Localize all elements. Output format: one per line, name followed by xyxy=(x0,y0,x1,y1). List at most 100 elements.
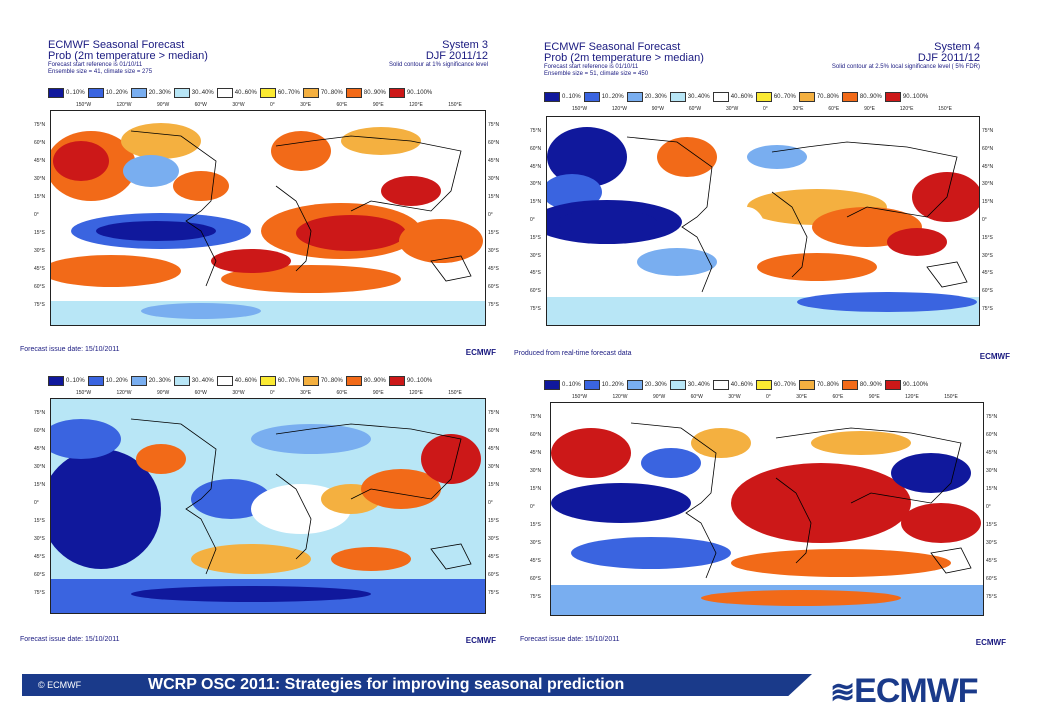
lat-labels-left: 75°N 60°N 45°N 30°N 15°N 0° 15°S 30°S 45°S 60°S 75… xyxy=(530,128,541,312)
lat-tick-label: 30°N xyxy=(982,181,994,188)
legend-swatch xyxy=(173,88,190,98)
lat-tick-label: 45°N xyxy=(530,450,542,456)
lat-tick-label: 75°N xyxy=(982,128,994,134)
lat-labels-left: 75°N 60°N 45°N 30°N 15°N 0° 15°S 30°S 45°S 60°S 75… xyxy=(530,414,541,600)
lat-tick-label: 15°S xyxy=(34,230,45,236)
lat-tick-label: 45°N xyxy=(530,163,542,170)
map-svg xyxy=(547,117,979,325)
lat-tick-label: 75°S xyxy=(986,594,997,600)
legend-label: 80..90% xyxy=(363,90,386,96)
legend-entry: 40..60% xyxy=(712,92,753,102)
lat-tick-label: 30°S xyxy=(34,536,45,542)
lon-tick-label: 90°W xyxy=(156,102,170,108)
panel-header-left: ECMWF Seasonal Forecast Prob (2m tempera… xyxy=(48,40,208,76)
lat-tick-label: 15°S xyxy=(530,522,541,528)
legend-label: 0..10% xyxy=(66,90,85,96)
issue-date: Forecast issue date: 15/10/2011 xyxy=(520,636,620,643)
lat-tick-label: 60°N xyxy=(488,428,500,434)
legend-entry: 90..100% xyxy=(388,88,433,98)
legend-label: 70..80% xyxy=(320,90,343,96)
lon-tick-label: 90°W xyxy=(651,106,665,112)
ecmwf-logo: ≋ECMWF xyxy=(830,672,979,711)
legend-label: 90..100% xyxy=(406,90,433,96)
lat-tick-label: 75°S xyxy=(530,594,541,600)
lat-tick-label: 75°S xyxy=(488,302,499,308)
lat-tick-label: 0° xyxy=(530,216,535,223)
lon-tick-label: 0° xyxy=(766,394,771,400)
legend-swatch xyxy=(388,376,405,386)
lat-tick-label: 45°S xyxy=(982,270,993,277)
legend-entry: 0..10% xyxy=(544,380,581,390)
lat-tick-label: 45°S xyxy=(488,266,499,272)
lat-tick-label: 45°N xyxy=(488,158,500,164)
panel-system4-top: ECMWF Seasonal Forecast Prob (2m tempera… xyxy=(510,34,1024,362)
lat-tick-label: 60°N xyxy=(34,140,46,146)
legend-label: 40..60% xyxy=(234,90,257,96)
legend-swatch xyxy=(48,88,64,98)
lat-tick-label: 75°N xyxy=(530,128,542,134)
legend-entry: 30..40% xyxy=(173,376,214,386)
ecmwf-logo-text: ECMWF xyxy=(854,672,978,710)
legend-entry: 10..20% xyxy=(583,92,624,102)
lat-tick-label: 60°S xyxy=(488,284,499,290)
legend-swatch xyxy=(884,92,901,102)
lon-labels-top: 150°W 120°W 90°W 60°W 30°W 0° 30°E 60°E 90°E 120°… xyxy=(572,394,958,400)
legend-label: 40..60% xyxy=(730,94,753,100)
lat-tick-label: 15°S xyxy=(488,230,499,236)
lat-tick-label: 0° xyxy=(488,500,493,506)
lon-tick-label: 60°E xyxy=(828,106,840,112)
legend-swatch xyxy=(884,380,901,390)
lon-tick-label: 90°W xyxy=(652,394,666,400)
legend-swatch xyxy=(388,88,405,98)
map-svg xyxy=(51,399,485,613)
lon-tick-label: 0° xyxy=(763,106,768,112)
legend-label: 70..80% xyxy=(816,382,839,388)
legend-swatch xyxy=(259,376,276,386)
panel-contour-note: Solid contour at 2.5% local significance… xyxy=(831,64,980,70)
legend-swatch xyxy=(302,88,319,98)
lon-tick-label: 30°E xyxy=(300,390,312,396)
lat-tick-label: 15°N xyxy=(530,486,542,492)
panel-ensemble-size: Ensemble size = 51, climate size = 450 xyxy=(544,71,649,77)
lon-tick-label: 120°W xyxy=(612,394,628,400)
lat-tick-label: 75°N xyxy=(34,122,46,128)
legend-entry: 80..90% xyxy=(345,88,386,98)
lat-tick-label: 75°S xyxy=(530,305,541,312)
lon-tick-label: 60°E xyxy=(336,390,348,396)
issue-date: Forecast issue date: 15/10/2011 xyxy=(20,346,120,353)
legend-entry: 20..30% xyxy=(130,376,171,386)
legend-label: 80..90% xyxy=(363,378,386,384)
lat-tick-label: 0° xyxy=(530,504,535,510)
legend-swatch xyxy=(669,380,686,390)
legend-swatch xyxy=(626,92,643,102)
legend-label: 20..30% xyxy=(148,378,171,384)
lon-tick-label: 30°E xyxy=(300,102,312,108)
lat-tick-label: 75°S xyxy=(982,305,993,312)
lon-tick-label: 90°E xyxy=(864,106,875,112)
legend-entry: 60..70% xyxy=(755,380,796,390)
lat-tick-label: 0° xyxy=(986,504,991,510)
lat-tick-label: 15°N xyxy=(982,199,994,206)
lon-tick-label: 120°E xyxy=(905,394,919,400)
lat-tick-label: 60°N xyxy=(530,432,542,438)
lat-tick-label: 60°N xyxy=(530,145,542,152)
legend-entry: 60..70% xyxy=(755,92,796,102)
legend-entry: 90..100% xyxy=(388,376,432,386)
probability-map xyxy=(546,116,980,326)
lat-tick-label: 15°S xyxy=(982,234,993,241)
lon-tick-label: 90°W xyxy=(156,390,170,396)
panel-system: System 4 xyxy=(934,41,980,53)
panel-ensemble-size: Ensemble size = 41, climate size = 275 xyxy=(48,69,153,75)
legend-swatch xyxy=(755,92,772,102)
legend-swatch xyxy=(583,92,600,102)
legend-entry: 90..100% xyxy=(884,92,928,102)
lat-tick-label: 45°N xyxy=(34,446,46,452)
legend-entry: 0..10% xyxy=(48,376,85,386)
legend-label: 10..20% xyxy=(105,90,128,96)
lat-tick-label: 30°N xyxy=(488,464,500,470)
lat-tick-label: 75°S xyxy=(34,302,45,308)
lon-tick-label: 30°E xyxy=(792,106,804,112)
legend-label: 10..20% xyxy=(601,382,624,388)
footer-bar xyxy=(22,674,812,696)
lat-tick-label: 75°N xyxy=(986,414,998,420)
